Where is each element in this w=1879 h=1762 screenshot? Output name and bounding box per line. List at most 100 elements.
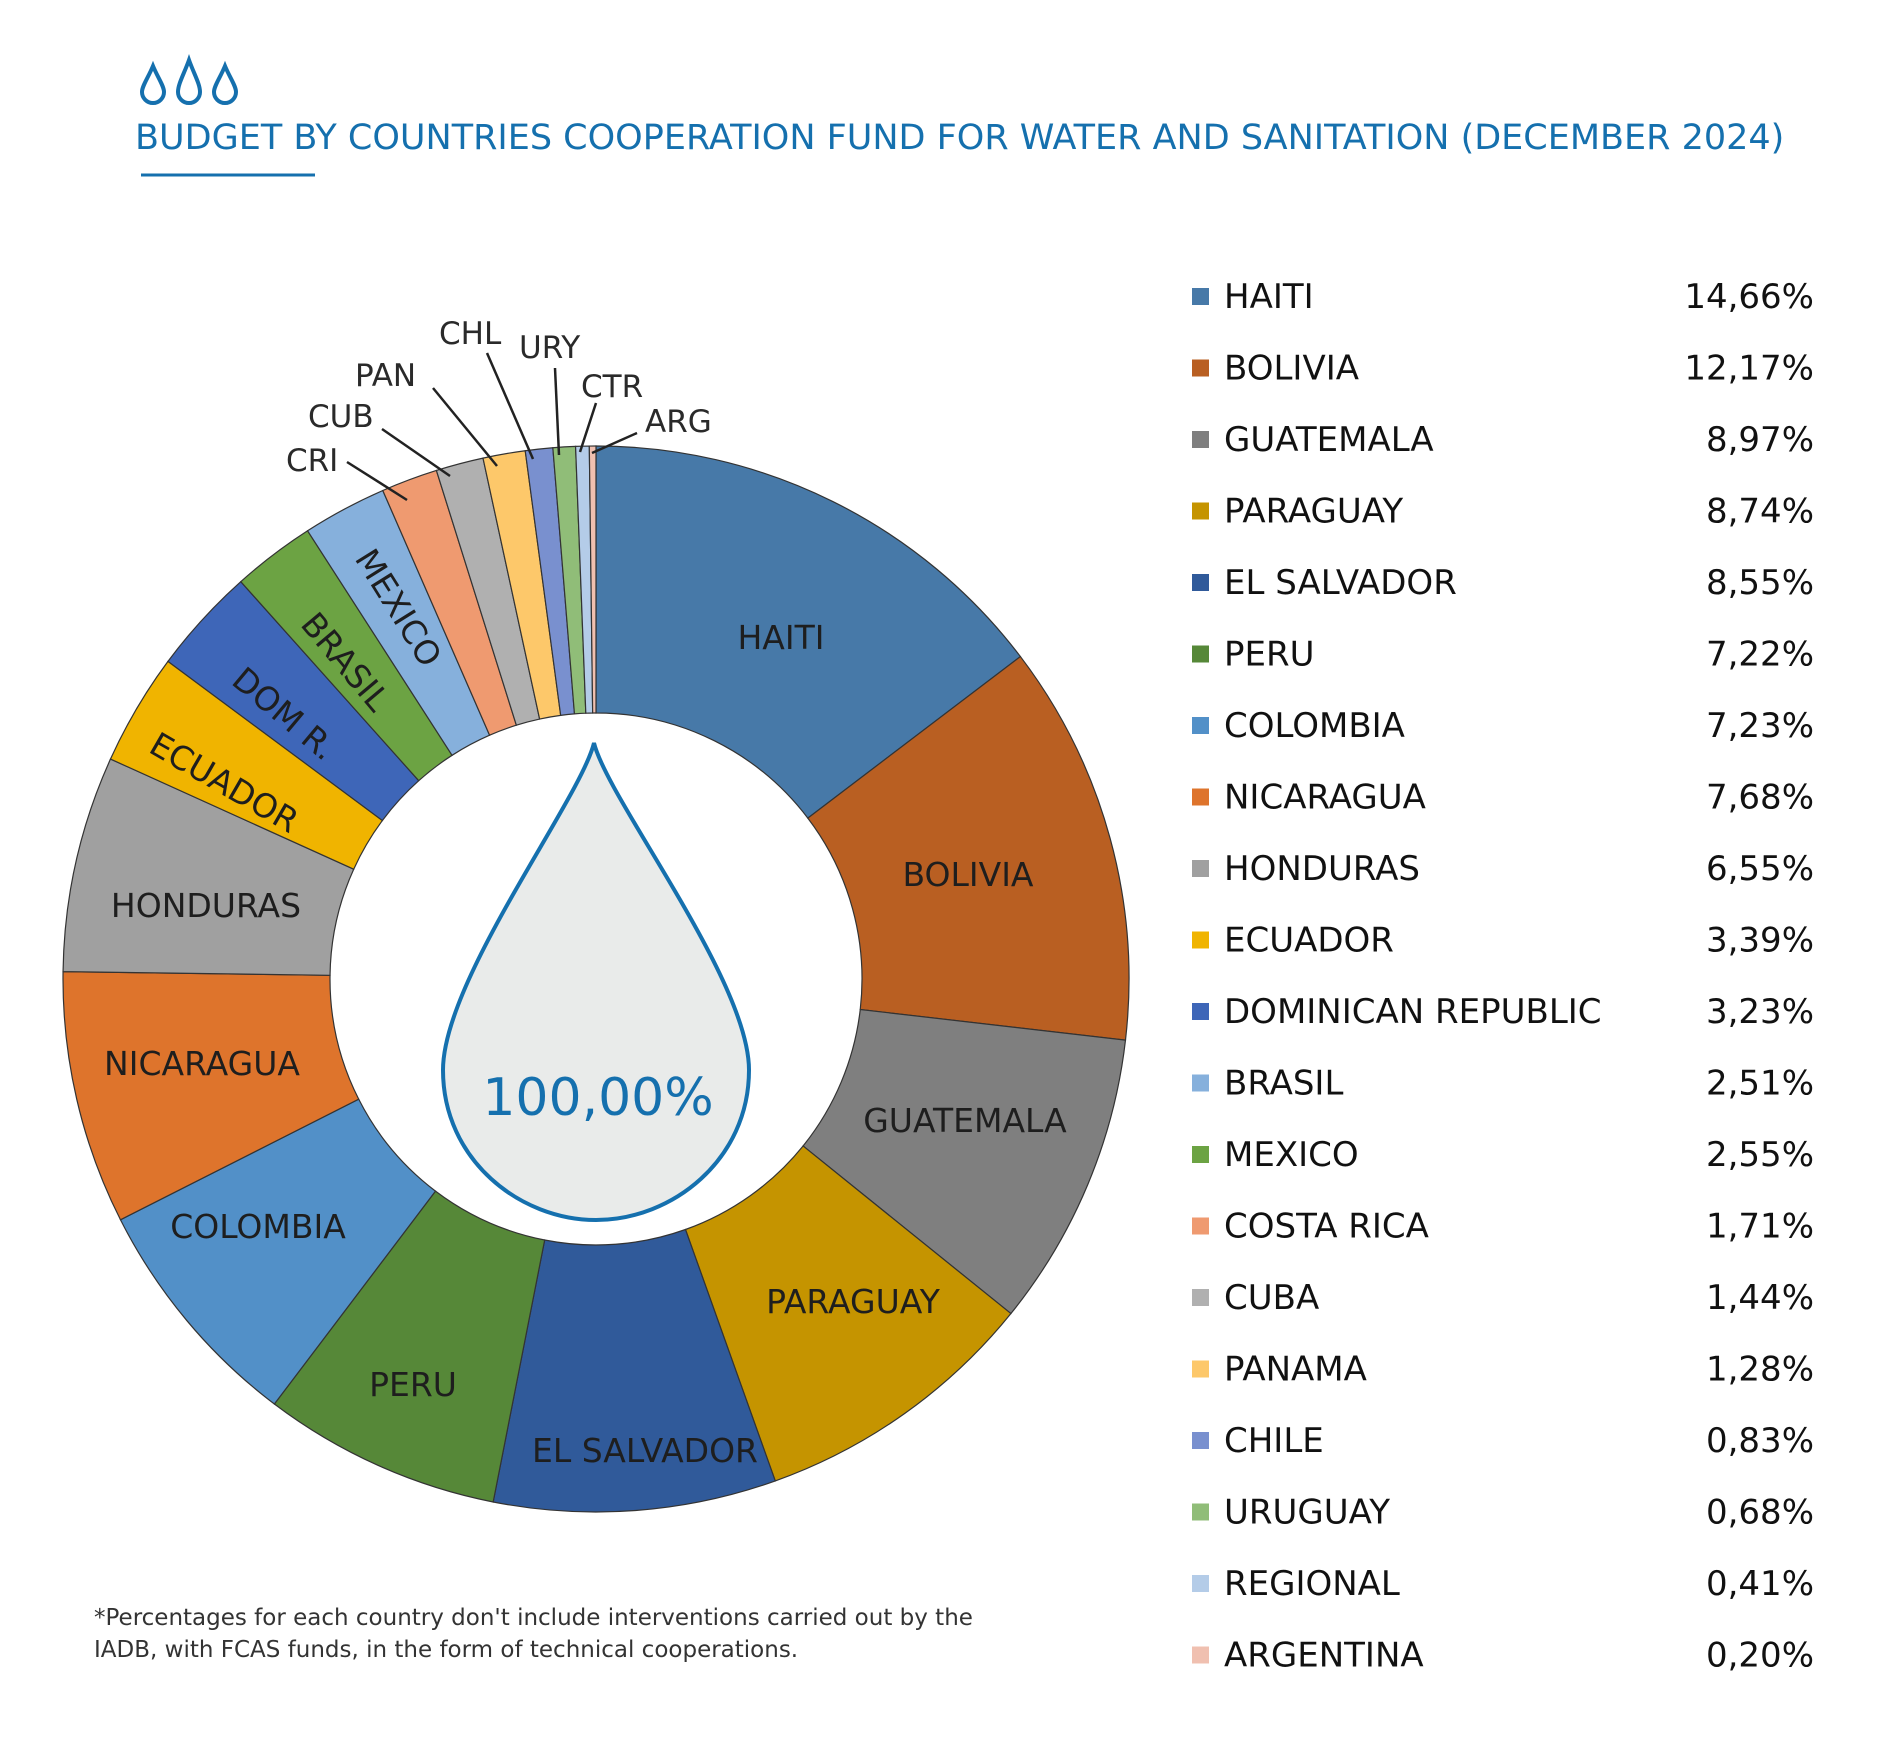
legend-swatch (1192, 1074, 1209, 1092)
legend-label: PERU (1224, 635, 1315, 675)
legend-value: 2,51% (1706, 1064, 1814, 1104)
legend-swatch (1192, 931, 1209, 949)
legend-item: BOLIVIA 12,17% (1192, 349, 1814, 389)
legend-swatch (1192, 1575, 1209, 1592)
slice-bolivia (806, 655, 1130, 1041)
leader-line-arg (591, 431, 638, 455)
legend-value: 1,44% (1706, 1278, 1814, 1318)
legend-value: 7,68% (1706, 778, 1814, 818)
footnote-line-2: IADB, with FCAS funds, in the form of te… (94, 1637, 798, 1663)
legend-label: HAITI (1224, 277, 1314, 317)
legend-swatch (1192, 502, 1209, 520)
slice-label-bolivia: BOLIVIA (902, 855, 1033, 894)
legend-value: 1,71% (1706, 1207, 1814, 1247)
legend: HAITI 14,66% BOLIVIA 12,17% GUATEMALA 8,97% PA… (1192, 277, 1814, 1676)
leader-line-chl (485, 352, 535, 460)
slice-label-honduras: HONDURAS (111, 886, 301, 925)
slice-label-haiti: HAITI (737, 618, 824, 657)
legend-swatch (1192, 1146, 1209, 1163)
slice-label-colombia: COLOMBIA (170, 1207, 346, 1246)
legend-swatch (1192, 860, 1209, 877)
legend-item: EL SALVADOR 8,55% (1192, 563, 1814, 603)
leader-line-ury (553, 367, 561, 456)
center-drop-icon (440, 742, 752, 1223)
legend-label: ARGENTINA (1224, 1636, 1424, 1676)
legend-label: GUATEMALA (1224, 420, 1434, 460)
legend-item: DOMINICAN REPUBLIC 3,23% (1192, 992, 1814, 1032)
chart-title: BUDGET BY COUNTRIES COOPERATION FUND FOR… (135, 118, 1784, 158)
water-drops-icon (139, 54, 239, 105)
legend-value: 12,17% (1684, 349, 1814, 389)
slice-label-peru: PERU (369, 1365, 457, 1404)
legend-item: CHILE 0,83% (1192, 1421, 1814, 1461)
slice-argentina (588, 445, 597, 714)
legend-value: 6,55% (1706, 849, 1814, 889)
legend-value: 0,41% (1706, 1564, 1814, 1604)
legend-item: ARGENTINA 0,20% (1192, 1636, 1814, 1676)
slice-haiti (595, 445, 1022, 819)
legend-value: 3,23% (1706, 992, 1814, 1032)
outer-label-cub: CUB (308, 399, 374, 435)
legend-label: PANAMA (1224, 1350, 1367, 1390)
legend-swatch (1192, 431, 1209, 448)
legend-swatch (1192, 288, 1209, 305)
legend-value: 8,97% (1706, 420, 1814, 460)
legend-value: 14,66% (1684, 277, 1814, 317)
legend-label: COSTA RICA (1224, 1207, 1429, 1247)
legend-value: 0,68% (1706, 1493, 1814, 1533)
center-total: 100,00% (482, 1068, 713, 1128)
legend-swatch (1192, 1217, 1209, 1235)
footnote-line-1: *Percentages for each country don't incl… (94, 1605, 973, 1631)
legend-label: PARAGUAY (1224, 492, 1403, 532)
leader-line-cri (346, 460, 408, 502)
legend-swatch (1192, 717, 1209, 734)
legend-swatch (1192, 788, 1209, 806)
legend-label: BOLIVIA (1224, 349, 1359, 389)
legend-value: 8,55% (1706, 563, 1814, 603)
legend-label: HONDURAS (1224, 849, 1420, 889)
outer-label-ctr: CTR (581, 369, 643, 405)
legend-label: COLOMBIA (1224, 706, 1405, 746)
legend-item: CUBA 1,44% (1192, 1278, 1814, 1318)
legend-item: COSTA RICA 1,71% (1192, 1207, 1814, 1247)
legend-item: COLOMBIA 7,23% (1192, 706, 1814, 746)
legend-item: PANAMA 1,28% (1192, 1350, 1814, 1390)
legend-label: REGIONAL (1224, 1564, 1400, 1604)
outer-label-cri: CRI (286, 443, 338, 479)
legend-swatch (1192, 645, 1209, 663)
slice-paraguay (684, 1145, 1012, 1482)
legend-swatch (1192, 1003, 1209, 1020)
legend-swatch (1192, 1646, 1209, 1664)
legend-item: HONDURAS 6,55% (1192, 849, 1814, 889)
legend-item: MEXICO 2,55% (1192, 1135, 1814, 1175)
legend-label: MEXICO (1224, 1135, 1359, 1175)
slice-label-el-salvador: EL SALVADOR (532, 1431, 758, 1470)
legend-label: URUGUAY (1224, 1493, 1390, 1533)
legend-item: PERU 7,22% (1192, 635, 1814, 675)
legend-label: CHILE (1224, 1421, 1324, 1461)
legend-value: 0,83% (1706, 1421, 1814, 1461)
legend-label: NICARAGUA (1224, 778, 1426, 818)
legend-swatch (1192, 1360, 1209, 1378)
donut-slices (62, 445, 1130, 1513)
legend-value: 3,39% (1706, 921, 1814, 961)
outer-label-chl: CHL (439, 316, 502, 352)
legend-item: REGIONAL 0,41% (1192, 1564, 1814, 1604)
legend-value: 0,20% (1706, 1636, 1814, 1676)
outer-labels (346, 352, 638, 502)
outer-label-pan: PAN (355, 358, 416, 394)
leader-line-ctr (578, 402, 598, 453)
legend-item: HAITI 14,66% (1192, 277, 1814, 317)
legend-swatch (1192, 1432, 1209, 1449)
legend-value: 8,74% (1706, 492, 1814, 532)
legend-value: 7,23% (1706, 706, 1814, 746)
legend-label: EL SALVADOR (1224, 563, 1457, 603)
legend-value: 1,28% (1706, 1350, 1814, 1390)
legend-swatch (1192, 574, 1209, 591)
legend-item: PARAGUAY 8,74% (1192, 492, 1814, 532)
slice-label-paraguay: PARAGUAY (766, 1282, 941, 1321)
outer-label-ury: URY (519, 330, 580, 366)
legend-item: ECUADOR 3,39% (1192, 921, 1814, 961)
legend-label: DOMINICAN REPUBLIC (1224, 992, 1602, 1032)
